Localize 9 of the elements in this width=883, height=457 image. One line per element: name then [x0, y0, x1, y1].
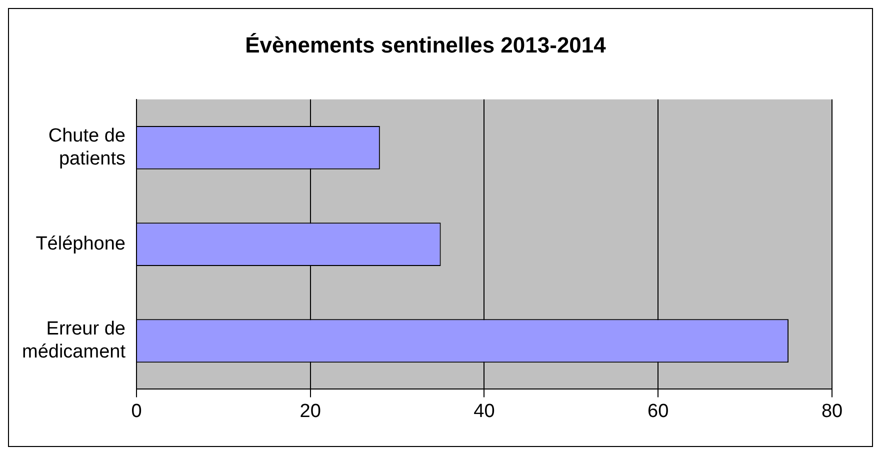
- x-tick-label: 20: [300, 400, 321, 422]
- x-tick-label: 60: [648, 400, 669, 422]
- y-tick-label: Téléphone: [36, 234, 126, 255]
- x-tick-label: 80: [821, 400, 843, 422]
- x-tick-label: 40: [474, 400, 495, 422]
- x-tick-label: 0: [131, 400, 142, 422]
- y-tick-label: Erreur de médicament: [22, 318, 126, 363]
- y-tick-label: Chute de patients: [48, 126, 126, 170]
- chart-title: Évènements sentinelles 2013-2014: [245, 32, 607, 58]
